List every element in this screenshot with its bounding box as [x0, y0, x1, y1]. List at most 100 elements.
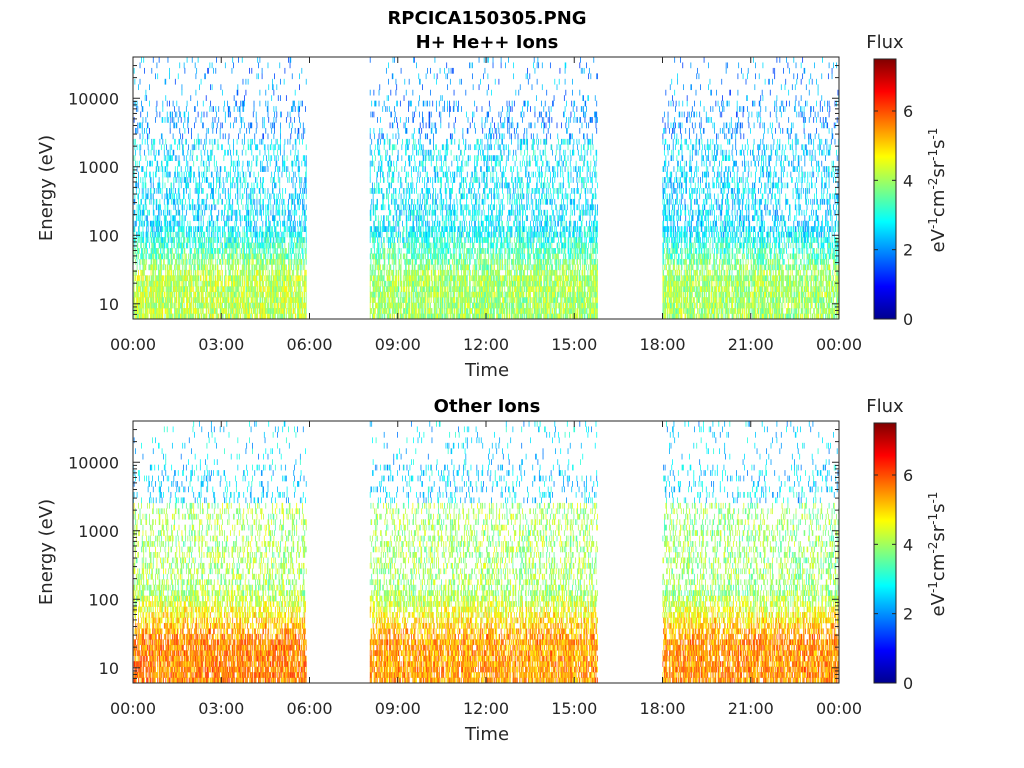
heatmap-cell	[188, 204, 190, 211]
heatmap-cell	[292, 231, 294, 238]
heatmap-cell	[271, 297, 273, 303]
heatmap-cell	[388, 237, 390, 243]
heatmap-cell	[260, 237, 262, 243]
heatmap-cell	[174, 280, 176, 287]
heatmap-cell	[186, 100, 188, 107]
heatmap-cell	[290, 291, 292, 298]
heatmap-cell	[254, 198, 256, 205]
heatmap-cell	[260, 209, 262, 216]
heatmap-cell	[291, 269, 293, 276]
heatmap-cell	[294, 100, 295, 107]
heatmap-cell	[199, 188, 200, 194]
heatmap-cell	[241, 291, 243, 298]
heatmap-cell	[389, 138, 391, 145]
heatmap-cell	[290, 313, 292, 320]
heatmap-cell	[216, 269, 218, 276]
heatmap-cell	[194, 226, 196, 232]
heatmap-cell	[160, 264, 162, 271]
heatmap-cell	[240, 302, 242, 309]
heatmap-cell	[274, 291, 276, 298]
heatmap-cell	[372, 253, 374, 260]
heatmap-cell	[162, 280, 164, 287]
heatmap-cell	[153, 237, 155, 243]
heatmap-cell	[227, 237, 228, 243]
heatmap-cell	[389, 160, 391, 167]
heatmap-cell	[272, 237, 274, 243]
heatmap-cell	[192, 253, 194, 260]
heatmap-cell	[183, 226, 185, 232]
heatmap-cell	[190, 280, 192, 287]
heatmap-cell	[257, 155, 259, 162]
heatmap-cell	[388, 166, 389, 172]
heatmap-cell	[184, 313, 186, 320]
heatmap-cell	[241, 291, 242, 298]
heatmap-cell	[153, 226, 155, 232]
heatmap-cell	[134, 193, 136, 200]
heatmap-cell	[170, 248, 172, 254]
heatmap-cell	[379, 264, 381, 271]
heatmap-cell	[219, 242, 221, 249]
heatmap-cell	[153, 144, 155, 151]
heatmap-cell	[178, 106, 180, 112]
heatmap-cell	[382, 171, 384, 178]
heatmap-cell	[391, 308, 393, 314]
heatmap-cell	[176, 100, 178, 107]
heatmap-cell	[244, 297, 245, 303]
heatmap-cell	[219, 226, 220, 232]
heatmap-cell	[150, 302, 152, 309]
heatmap-cell	[169, 67, 170, 74]
heatmap-cell	[292, 160, 294, 167]
heatmap-cell	[168, 231, 170, 238]
heatmap-cell	[156, 248, 158, 254]
heatmap-cell	[373, 275, 375, 282]
heatmap-cell	[255, 297, 256, 303]
heatmap-cell	[148, 209, 150, 216]
heatmap-cell	[166, 297, 167, 303]
heatmap-cell	[187, 308, 189, 314]
heatmap-cell	[279, 198, 281, 205]
heatmap-cell	[230, 160, 232, 167]
heatmap-cell	[134, 308, 136, 314]
heatmap-cell	[251, 138, 253, 145]
heatmap-cell	[299, 248, 300, 254]
heatmap-cell	[203, 198, 205, 205]
heatmap-cell	[262, 297, 264, 303]
heatmap-cell	[191, 237, 193, 243]
heatmap-cell	[246, 297, 248, 303]
heatmap-cell	[384, 264, 386, 271]
heatmap-cell	[145, 297, 147, 303]
heatmap-cell	[155, 302, 156, 309]
heatmap-cell	[232, 182, 234, 189]
heatmap-cell	[157, 286, 159, 293]
heatmap-cell	[300, 313, 302, 320]
heatmap-cell	[188, 297, 189, 303]
heatmap-cell	[382, 226, 384, 232]
heatmap-cell	[387, 226, 389, 232]
heatmap-cell	[287, 111, 289, 118]
heatmap-cell	[209, 264, 211, 271]
heatmap-cell	[159, 188, 161, 194]
heatmap-cell	[298, 286, 300, 293]
heatmap-cell	[153, 291, 155, 298]
heatmap-cell	[146, 138, 148, 145]
heatmap-cell	[389, 242, 391, 249]
heatmap-cell	[187, 182, 189, 189]
heatmap-cell	[136, 231, 138, 238]
heatmap-cell	[138, 302, 140, 309]
heatmap-cell	[180, 275, 181, 282]
heatmap-cell	[381, 297, 383, 303]
heatmap-cell	[171, 275, 173, 282]
heatmap-cell	[183, 144, 184, 151]
heatmap-cell	[177, 198, 178, 205]
heatmap-cell	[146, 226, 148, 232]
heatmap-cell	[383, 297, 384, 303]
heatmap-cell	[271, 269, 273, 276]
heatmap-cell	[216, 286, 217, 293]
heatmap-cell	[166, 264, 168, 271]
heatmap-cell	[290, 302, 292, 309]
heatmap-cell	[216, 220, 218, 227]
heatmap-cell	[149, 264, 151, 271]
heatmap-cell	[283, 286, 284, 293]
heatmap-cell	[196, 215, 198, 222]
heatmap-cell	[202, 286, 204, 293]
